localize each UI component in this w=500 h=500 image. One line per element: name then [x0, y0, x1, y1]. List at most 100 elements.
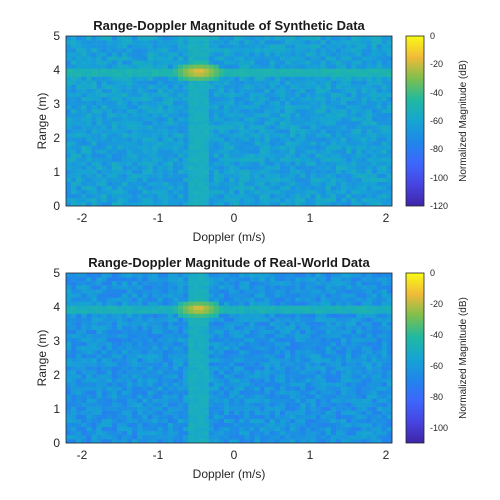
heatmap-cell: [142, 337, 148, 343]
heatmap-cell: [157, 438, 164, 444]
heatmap-cell: [376, 337, 383, 343]
heatmap-cell: [274, 36, 281, 41]
heatmap-cell: [290, 64, 296, 69]
heatmap-cell: [188, 398, 194, 403]
heatmap-cell: [366, 100, 372, 106]
heatmap-cell: [218, 60, 225, 65]
heatmap-cell: [203, 317, 209, 322]
heatmap-cell: [259, 48, 265, 53]
heatmap-cell: [310, 398, 316, 403]
heatmap-cell: [157, 386, 164, 391]
heatmap-cell: [167, 366, 174, 371]
heatmap-cell: [285, 321, 291, 326]
heatmap-cell: [305, 169, 311, 174]
heatmap-cell: [366, 44, 372, 49]
heatmap-cell: [76, 333, 82, 339]
heatmap-cell: [259, 305, 265, 310]
heatmap-cell: [351, 382, 357, 387]
heatmap-cell: [71, 402, 77, 407]
heatmap-cell: [254, 301, 260, 306]
colorbar-tick: -60: [430, 116, 443, 126]
heatmap-cell: [305, 358, 311, 363]
heatmap-cell: [137, 301, 143, 306]
heatmap-cell: [239, 68, 245, 73]
heatmap-cell: [81, 121, 87, 126]
heatmap-cell: [193, 141, 199, 146]
heatmap-cell: [132, 153, 138, 158]
heatmap-cell: [295, 153, 301, 158]
heatmap-cell: [310, 56, 316, 61]
heatmap-cell: [96, 100, 102, 106]
heatmap-cell: [203, 366, 209, 371]
heatmap-cell: [111, 36, 118, 41]
heatmap-cell: [193, 341, 199, 347]
heatmap-cell: [106, 406, 113, 411]
heatmap-cell: [178, 382, 184, 387]
heatmap-cell: [203, 60, 209, 65]
heatmap-cell: [66, 44, 72, 49]
heatmap-cell: [167, 48, 174, 53]
heatmap-cell: [188, 337, 194, 343]
heatmap-cell: [376, 112, 383, 118]
heatmap-cell: [356, 422, 362, 428]
heatmap-cell: [239, 426, 245, 432]
heatmap-cell: [254, 402, 260, 407]
heatmap-cell: [234, 394, 240, 399]
heatmap-cell: [249, 394, 255, 399]
heatmap-cell: [300, 325, 306, 330]
heatmap-cell: [244, 177, 250, 183]
heatmap-cell: [376, 169, 383, 174]
heatmap-cell: [91, 181, 97, 187]
heatmap-cell: [96, 108, 102, 114]
heatmap-cell: [361, 108, 367, 114]
heatmap-cell: [366, 309, 372, 314]
heatmap-cell: [208, 92, 215, 98]
heatmap-cell: [142, 112, 148, 118]
heatmap-cell: [152, 76, 158, 81]
heatmap-cell: [371, 362, 378, 367]
heatmap-cell: [305, 305, 311, 310]
heatmap-cell: [208, 88, 215, 93]
heatmap-cell: [203, 104, 209, 110]
heatmap-cell: [111, 80, 118, 85]
heatmap-cell: [274, 169, 281, 174]
heatmap-cell: [305, 394, 311, 399]
heatmap-cell: [101, 181, 108, 187]
heatmap-cell: [188, 165, 194, 170]
heatmap-cell: [208, 177, 215, 183]
heatmap-cell: [229, 414, 235, 420]
heatmap-cell: [335, 125, 342, 130]
heatmap-cell: [147, 406, 153, 411]
heatmap-cell: [86, 362, 92, 367]
heatmap-cell: [279, 325, 286, 330]
heatmap-cell: [127, 406, 133, 411]
heatmap-cell: [290, 80, 296, 85]
heatmap-cell: [356, 305, 362, 310]
heatmap-cell: [351, 414, 357, 420]
heatmap-cell: [330, 341, 337, 347]
heatmap-cell: [239, 422, 245, 428]
heatmap-cell: [147, 92, 153, 98]
heatmap-cell: [320, 402, 327, 407]
heatmap-cell: [66, 358, 72, 363]
heatmap-cell: [127, 358, 133, 363]
heatmap-cell: [351, 185, 357, 191]
heatmap-cell: [330, 426, 337, 432]
heatmap-cell: [162, 137, 169, 142]
heatmap-cell: [198, 84, 204, 89]
heatmap-cell: [386, 181, 393, 187]
heatmap-cell: [320, 36, 327, 41]
heatmap-cell: [249, 374, 255, 379]
heatmap-cell: [81, 169, 87, 174]
heatmap-cell: [86, 434, 92, 440]
heatmap-cell: [229, 358, 235, 363]
heatmap-cell: [244, 337, 250, 343]
heatmap-cell: [96, 317, 102, 322]
heatmap-cell: [76, 96, 82, 102]
heatmap-cell: [127, 189, 133, 195]
heatmap-cell: [244, 137, 250, 142]
heatmap-cell: [386, 317, 393, 322]
heatmap-cell: [295, 438, 301, 444]
heatmap-cell: [162, 60, 169, 65]
heatmap-cell: [366, 317, 372, 322]
